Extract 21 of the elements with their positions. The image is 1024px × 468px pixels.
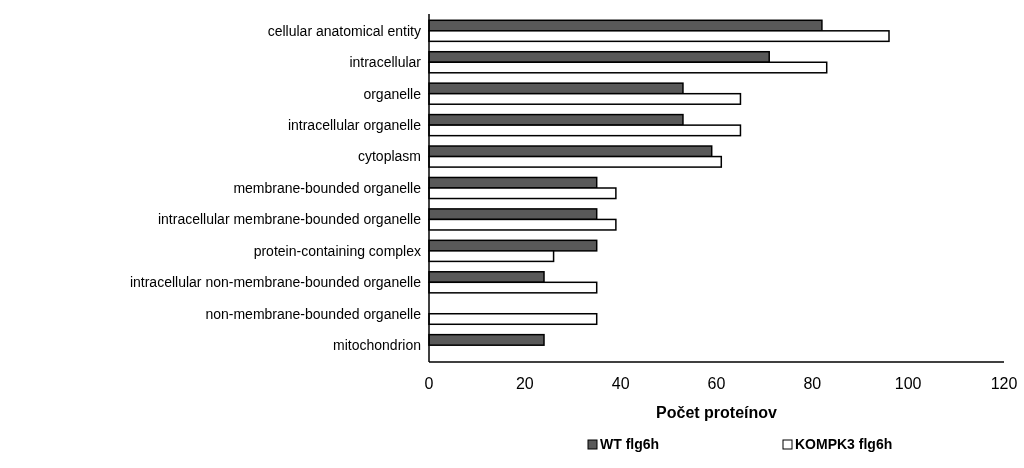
y-tick-label: mitochondrion — [333, 337, 421, 354]
y-tick-label: membrane-bounded organelle — [233, 179, 422, 196]
x-tick-label: 20 — [515, 375, 534, 392]
y-tick-label: intracellular organelle — [287, 117, 422, 134]
x-tick-label: 40 — [611, 375, 630, 392]
y-tick-label: intracellular membrane-bounded organelle — [157, 211, 422, 228]
x-tick-label: 120 — [990, 375, 1018, 392]
y-tick-label: cellular anatomical entity — [267, 22, 421, 39]
x-tick-label: 100 — [894, 375, 922, 392]
legend-label: KOMPK3 flg6h — [795, 436, 893, 452]
y-tick-label: intracellular — [349, 54, 422, 71]
x-tick-label: 60 — [707, 375, 726, 392]
y-tick-label: organelle — [363, 85, 422, 102]
x-tick-label: 0 — [424, 375, 434, 392]
y-tick-label: intracellular non-membrane-bounded organelle — [129, 274, 422, 291]
x-tick-label: 80 — [803, 375, 822, 392]
x-axis-title: Počet proteínov — [656, 404, 778, 421]
y-tick-label: protein-containing complex — [253, 242, 421, 259]
y-tick-label: cytoplasm — [357, 148, 421, 165]
legend-label: WT flg6h — [600, 436, 660, 452]
y-tick-label: non-membrane-bounded organelle — [205, 305, 422, 322]
